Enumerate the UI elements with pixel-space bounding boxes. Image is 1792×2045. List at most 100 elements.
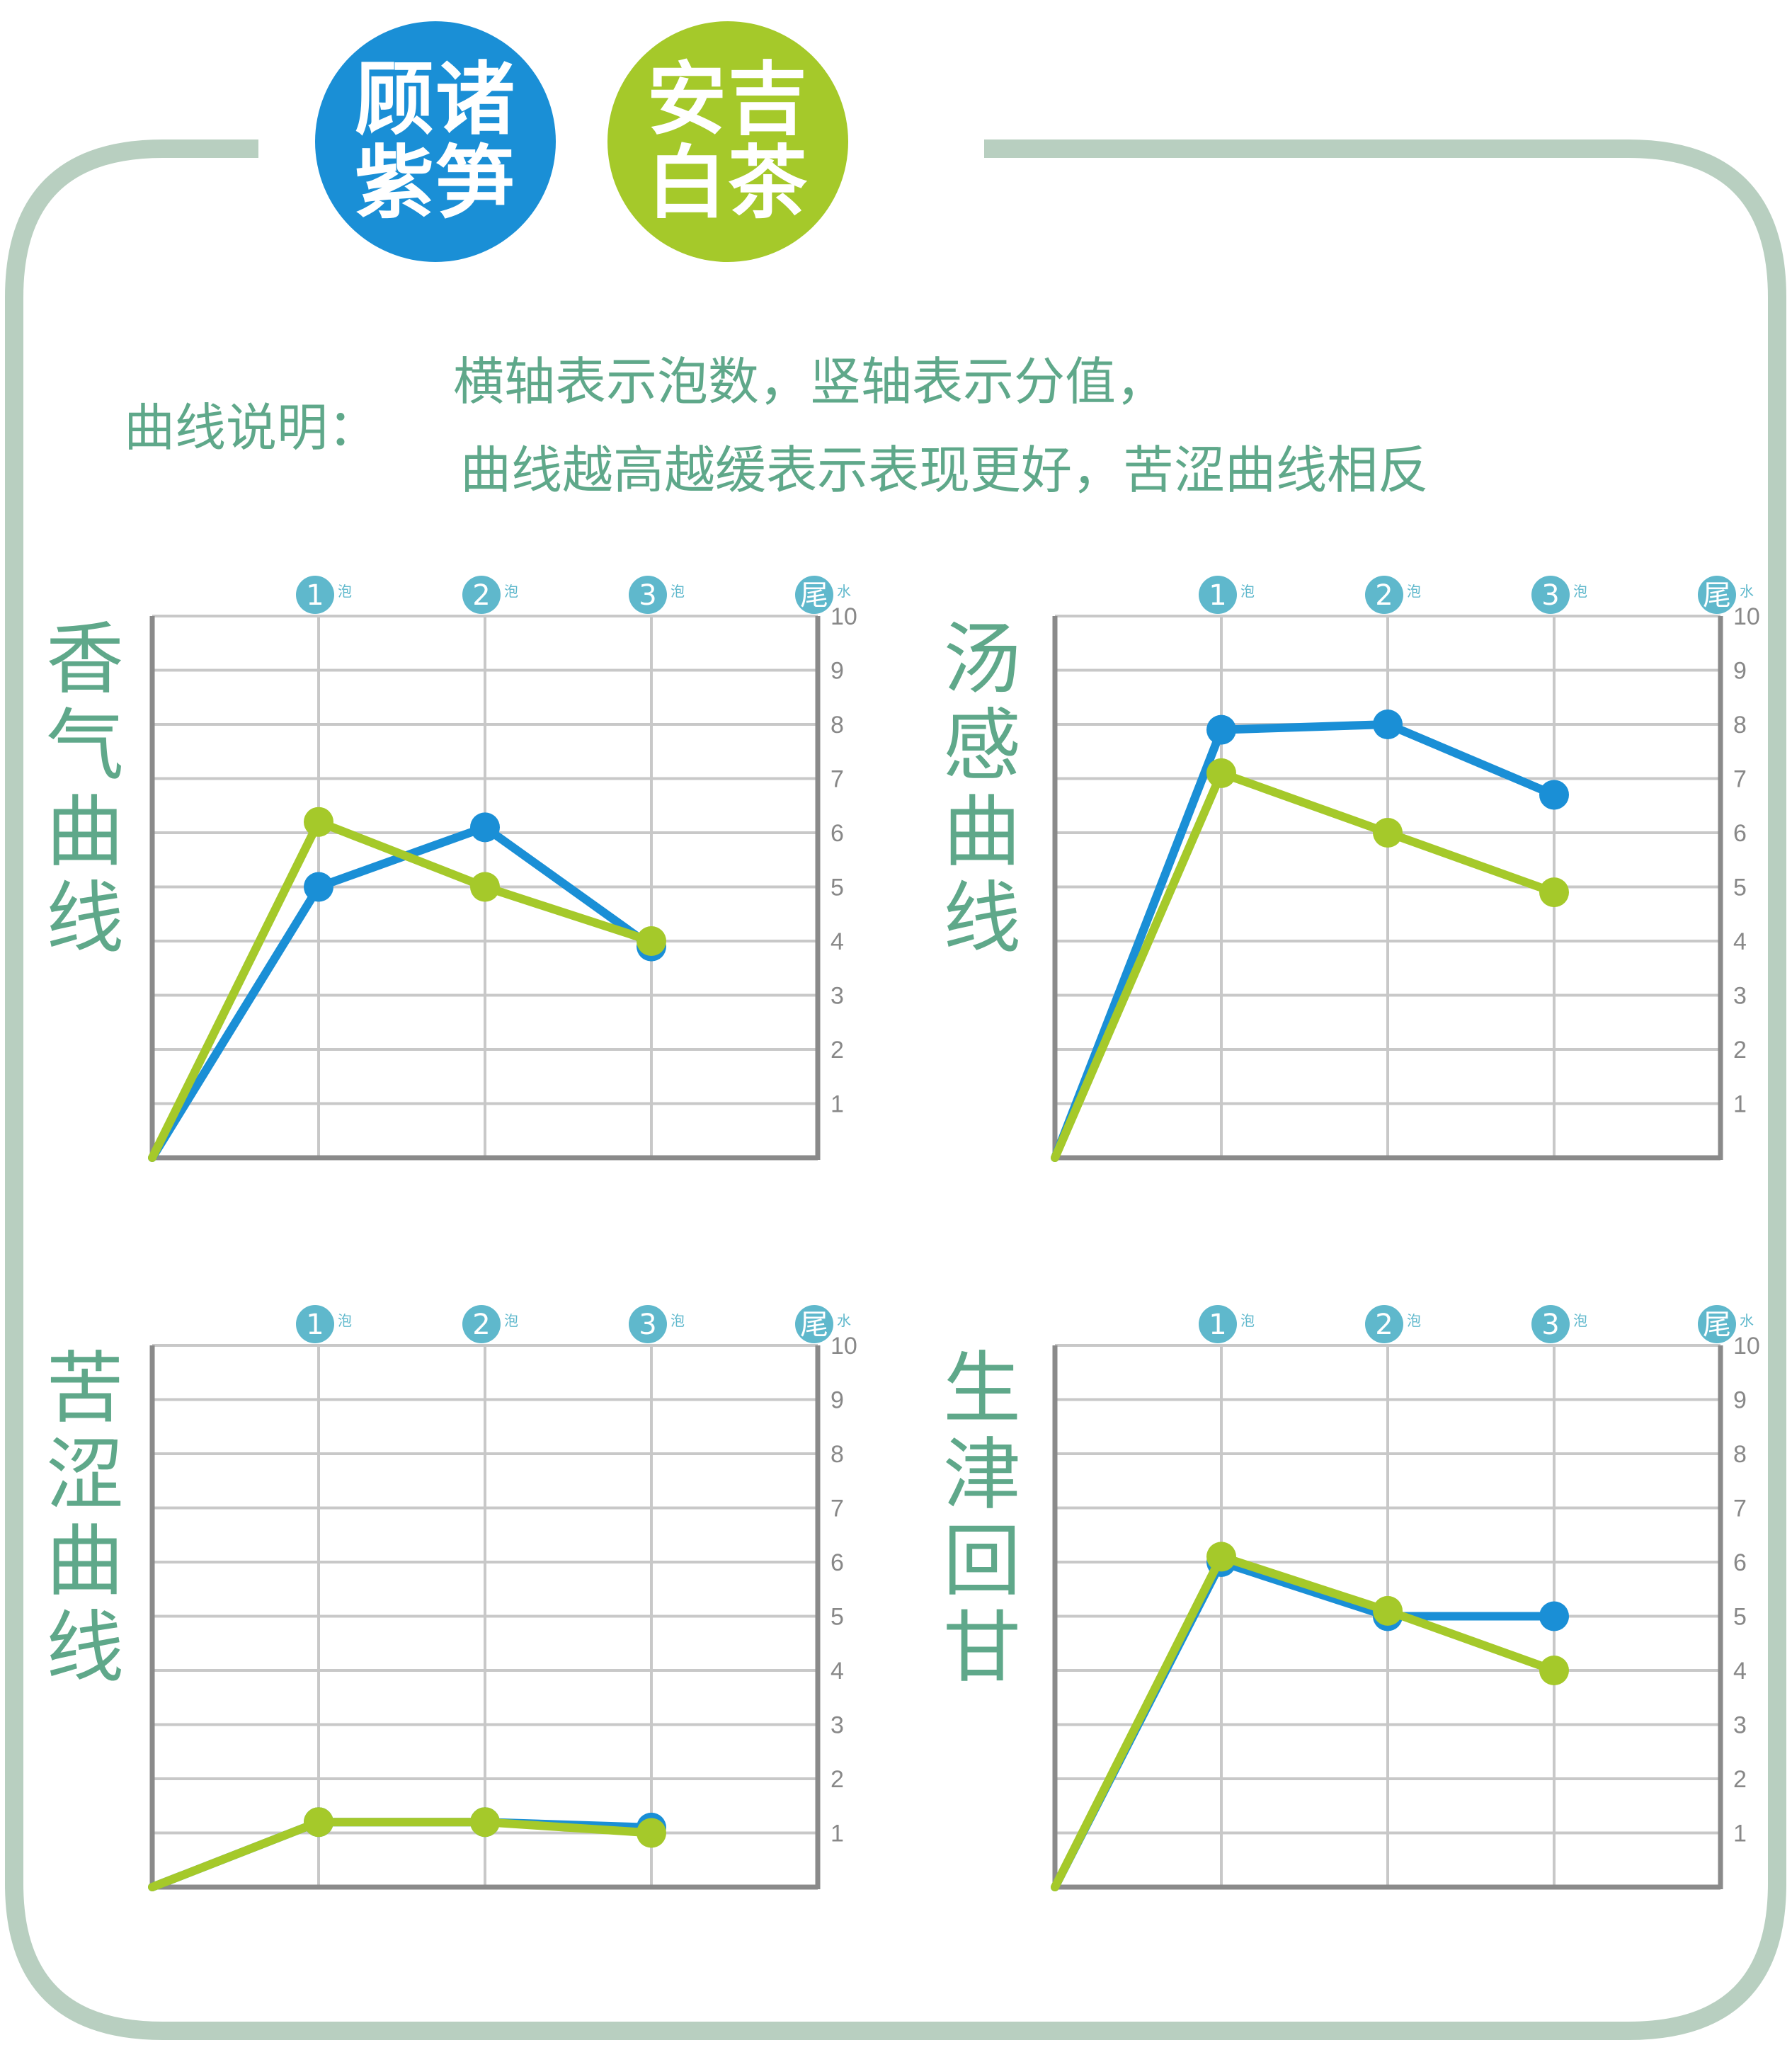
x-marker-suffix: 泡 <box>1240 1312 1255 1329</box>
data-point-green <box>637 926 666 956</box>
series-line-green <box>148 1818 656 1891</box>
x-marker-circle <box>1199 576 1237 614</box>
explanation-label: 曲线说明： <box>124 398 379 457</box>
x-marker-suffix: 泡 <box>1407 1312 1421 1329</box>
y-tick-label: 7 <box>1733 1496 1747 1522</box>
data-point-blue <box>1539 780 1569 810</box>
x-marker-number: 尾 <box>800 1309 828 1341</box>
data-point-green <box>304 807 333 837</box>
y-tick-label: 10 <box>831 1333 857 1360</box>
y-tick-label: 8 <box>831 712 844 739</box>
series-line-green <box>1051 1552 1558 1891</box>
y-tick-label: 2 <box>1733 1037 1747 1064</box>
panel-title-bitterness: 苦 涩 曲 线 <box>39 1345 131 1691</box>
series-line-green <box>1051 768 1558 1162</box>
explanation-line-2: 曲线越高越缓表示表现更好，苦涩曲线相反 <box>460 440 1429 500</box>
x-marker-suffix: 水 <box>837 1312 851 1329</box>
x-marker-suffix: 泡 <box>670 1312 685 1329</box>
data-point-green <box>470 872 500 902</box>
title-char: 生 <box>943 1343 1021 1434</box>
y-tick-label: 7 <box>831 1496 844 1522</box>
y-tick-label: 5 <box>831 1604 844 1631</box>
data-point-green <box>1373 818 1403 848</box>
title-char: 汤 <box>943 614 1021 705</box>
x-marker-suffix: 水 <box>1740 583 1754 600</box>
y-tick-label: 4 <box>831 1658 844 1685</box>
y-tick-label: 3 <box>831 983 844 1010</box>
y-tick-label: 9 <box>1733 658 1747 685</box>
y-tick-label: 5 <box>1733 875 1747 901</box>
data-point-green <box>1206 758 1236 788</box>
x-marker-number: 1 <box>306 579 324 612</box>
x-marker-suffix: 泡 <box>504 1312 518 1329</box>
badge-line: 紫笋 <box>355 137 516 229</box>
title-char: 曲 <box>943 787 1021 877</box>
data-point-green <box>1539 1656 1569 1685</box>
x-marker-suffix: 水 <box>1740 1312 1754 1329</box>
x-marker-suffix: 泡 <box>1240 583 1255 600</box>
x-marker-number: 3 <box>1541 1309 1559 1341</box>
title-char: 回 <box>943 1516 1021 1607</box>
data-point-green <box>637 1818 666 1848</box>
y-tick-label: 5 <box>831 875 844 901</box>
x-marker-number: 尾 <box>800 579 828 612</box>
y-tick-label: 4 <box>831 928 844 955</box>
y-tick-label: 3 <box>1733 1712 1747 1739</box>
x-marker-number: 2 <box>472 579 490 612</box>
x-marker-number: 3 <box>639 1309 656 1341</box>
y-tick-label: 6 <box>831 1549 844 1576</box>
data-point-blue <box>1539 1601 1569 1631</box>
y-tick-label: 10 <box>1733 1333 1760 1360</box>
data-point-blue <box>304 872 333 902</box>
badge-line: 白茶 <box>647 137 809 229</box>
x-marker-suffix: 泡 <box>338 1312 352 1329</box>
x-marker-suffix: 泡 <box>504 583 518 600</box>
y-tick-label: 6 <box>1733 1549 1747 1576</box>
y-tick-label: 7 <box>1733 766 1747 793</box>
data-point-green <box>470 1807 500 1838</box>
data-point-green <box>1539 877 1569 908</box>
y-tick-label: 7 <box>831 766 844 793</box>
data-point-blue <box>1206 714 1236 745</box>
x-marker-number: 3 <box>639 579 656 612</box>
x-marker-number: 3 <box>1541 579 1559 612</box>
x-marker-circle <box>1199 1305 1237 1343</box>
x-marker-circle <box>1365 1305 1403 1343</box>
x-marker-suffix: 泡 <box>338 583 352 600</box>
data-point-green <box>1206 1542 1236 1572</box>
panel-title-liquor: 汤 感 曲 线 <box>936 616 1028 962</box>
x-marker-circle <box>296 576 334 614</box>
x-marker-number: 2 <box>1375 579 1393 612</box>
x-marker-circle <box>462 576 501 614</box>
title-char: 线 <box>46 1602 124 1693</box>
series-line-green <box>148 817 656 1162</box>
title-char: 感 <box>943 700 1021 791</box>
y-tick-label: 2 <box>831 1766 844 1793</box>
x-marker-suffix: 泡 <box>1573 1312 1587 1329</box>
y-tick-label: 9 <box>1733 1387 1747 1414</box>
y-tick-label: 5 <box>1733 1604 1747 1631</box>
title-char: 曲 <box>46 787 124 877</box>
x-marker-number: 2 <box>1375 1309 1393 1341</box>
title-char: 津 <box>943 1430 1021 1520</box>
title-char: 气 <box>46 700 124 791</box>
x-marker-circle <box>1698 1305 1736 1343</box>
x-marker-circle <box>629 576 667 614</box>
x-marker-number: 1 <box>1209 1309 1226 1341</box>
x-marker-number: 尾 <box>1703 579 1731 612</box>
y-tick-label: 10 <box>1733 603 1760 630</box>
y-tick-label: 8 <box>1733 1441 1747 1468</box>
y-tick-label: 1 <box>831 1821 844 1847</box>
x-marker-suffix: 泡 <box>670 583 685 600</box>
x-marker-suffix: 泡 <box>1573 583 1587 600</box>
y-tick-label: 4 <box>1733 1658 1747 1685</box>
data-point-blue <box>1373 710 1403 739</box>
x-marker-circle <box>1698 576 1736 614</box>
x-marker-circle <box>795 576 833 614</box>
x-marker-circle <box>795 1305 833 1343</box>
y-tick-label: 6 <box>831 820 844 847</box>
